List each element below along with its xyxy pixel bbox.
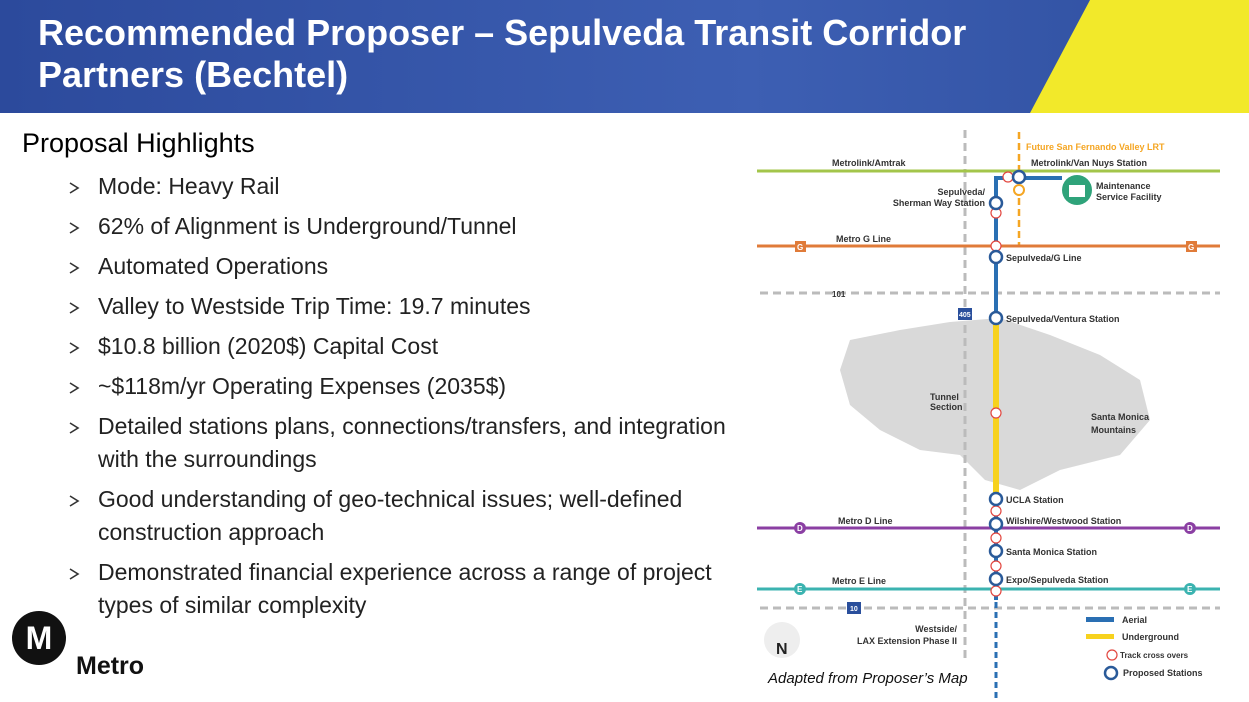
highlight-text: Good understanding of geo-technical issu… — [98, 486, 683, 545]
logo-name: Metro — [76, 652, 145, 680]
highlight-text: Detailed stations plans, connections/tra… — [98, 413, 726, 472]
bullet — [69, 222, 80, 234]
map-label: Sepulveda/Ventura Station — [1006, 314, 1120, 324]
highlight-item: Detailed stations plans, connections/tra… — [69, 410, 738, 476]
highlight-item: ~$118m/yr Operating Expenses (2035$) — [69, 370, 738, 403]
bullet — [69, 568, 80, 580]
map-label: Santa Monica Station — [1006, 547, 1097, 557]
map-label: LAX Extension Phase II — [857, 636, 957, 646]
map-label: Sepulveda/ — [937, 187, 985, 197]
bullet — [69, 495, 80, 507]
map-label: Metro D Line — [838, 516, 893, 526]
highlight-text: ~$118m/yr Operating Expenses (2035$) — [98, 373, 507, 399]
highlight-text: Demonstrated financial experience across… — [98, 559, 712, 618]
map-label: Maintenance — [1096, 181, 1151, 191]
map-label: Wilshire/Westwood Station — [1006, 516, 1121, 526]
highlight-item: Mode: Heavy Rail — [69, 170, 738, 203]
map-label: 101 — [832, 290, 846, 299]
highlight-item: Demonstrated financial experience across… — [69, 556, 738, 622]
highlight-text: $10.8 billion (2020$) Capital Cost — [98, 333, 439, 359]
legend-label: Proposed Stations — [1123, 668, 1203, 678]
map-label: UCLA Station — [1006, 495, 1064, 505]
map-label: Expo/Sepulveda Station — [1006, 575, 1109, 585]
logo-mark: M — [26, 620, 53, 656]
bullet — [69, 262, 80, 274]
section-heading: Proposal Highlights — [22, 128, 255, 158]
map-label: Metro G Line — [836, 234, 891, 244]
header-decor — [1030, 0, 1249, 113]
highlight-text: Valley to Westside Trip Time: 19.7 minut… — [98, 293, 531, 319]
bullet — [69, 422, 80, 434]
map-label: Metrolink/Van Nuys Station — [1031, 158, 1147, 168]
map-caption: Adapted from Proposer’s Map — [768, 670, 968, 687]
map-label: Tunnel — [930, 392, 959, 402]
bullet — [69, 382, 80, 394]
highlight-item: $10.8 billion (2020$) Capital Cost — [69, 330, 738, 363]
highlight-item: Automated Operations — [69, 250, 738, 283]
north-arrow: N — [776, 641, 788, 658]
bullet — [69, 182, 80, 194]
bullet — [69, 342, 80, 354]
header: Recommended Proposer – Sepulveda Transit… — [0, 0, 1249, 113]
line-badge: G — [797, 243, 803, 252]
map-label: Metrolink/Amtrak — [832, 158, 907, 168]
line-badge: G — [1188, 243, 1194, 252]
line-badge: E — [1187, 585, 1193, 594]
legend-label: Underground — [1122, 632, 1179, 642]
map-label: Section — [930, 402, 963, 412]
highlight-item: 62% of Alignment is Underground/Tunnel — [69, 210, 738, 243]
map-label: 405 — [959, 312, 971, 319]
map-label: Service Facility — [1096, 192, 1162, 202]
map-label: 10 — [850, 606, 858, 613]
map-label: Sepulveda/G Line — [1006, 253, 1082, 263]
title: Recommended Proposer – Sepulveda Transit… — [38, 12, 967, 95]
legend-label: Track cross overs — [1120, 651, 1189, 660]
map-label: Sherman Way Station — [893, 198, 985, 208]
legend-label: Aerial — [1122, 615, 1147, 625]
map-label: Mountains — [1091, 425, 1136, 435]
highlight-text: 62% of Alignment is Underground/Tunnel — [98, 213, 517, 239]
map-label: Westside/ — [915, 624, 957, 634]
map-label: Future San Fernando Valley LRT — [1026, 142, 1165, 152]
highlight-text: Mode: Heavy Rail — [98, 173, 280, 199]
logo: M — [12, 611, 66, 665]
highlight-text: Automated Operations — [98, 253, 329, 279]
line-badge: D — [797, 524, 803, 533]
map-label: Metro E Line — [832, 576, 886, 586]
line-badge: D — [1187, 524, 1193, 533]
map-label: Santa Monica — [1091, 412, 1150, 422]
highlight-item: Valley to Westside Trip Time: 19.7 minut… — [69, 290, 738, 323]
highlights-list: Mode: Heavy Rail 62% of Alignment is Unde… — [69, 170, 738, 629]
line-badge: E — [797, 585, 803, 594]
bullet — [69, 302, 80, 314]
highlight-item: Good understanding of geo-technical issu… — [69, 483, 738, 549]
